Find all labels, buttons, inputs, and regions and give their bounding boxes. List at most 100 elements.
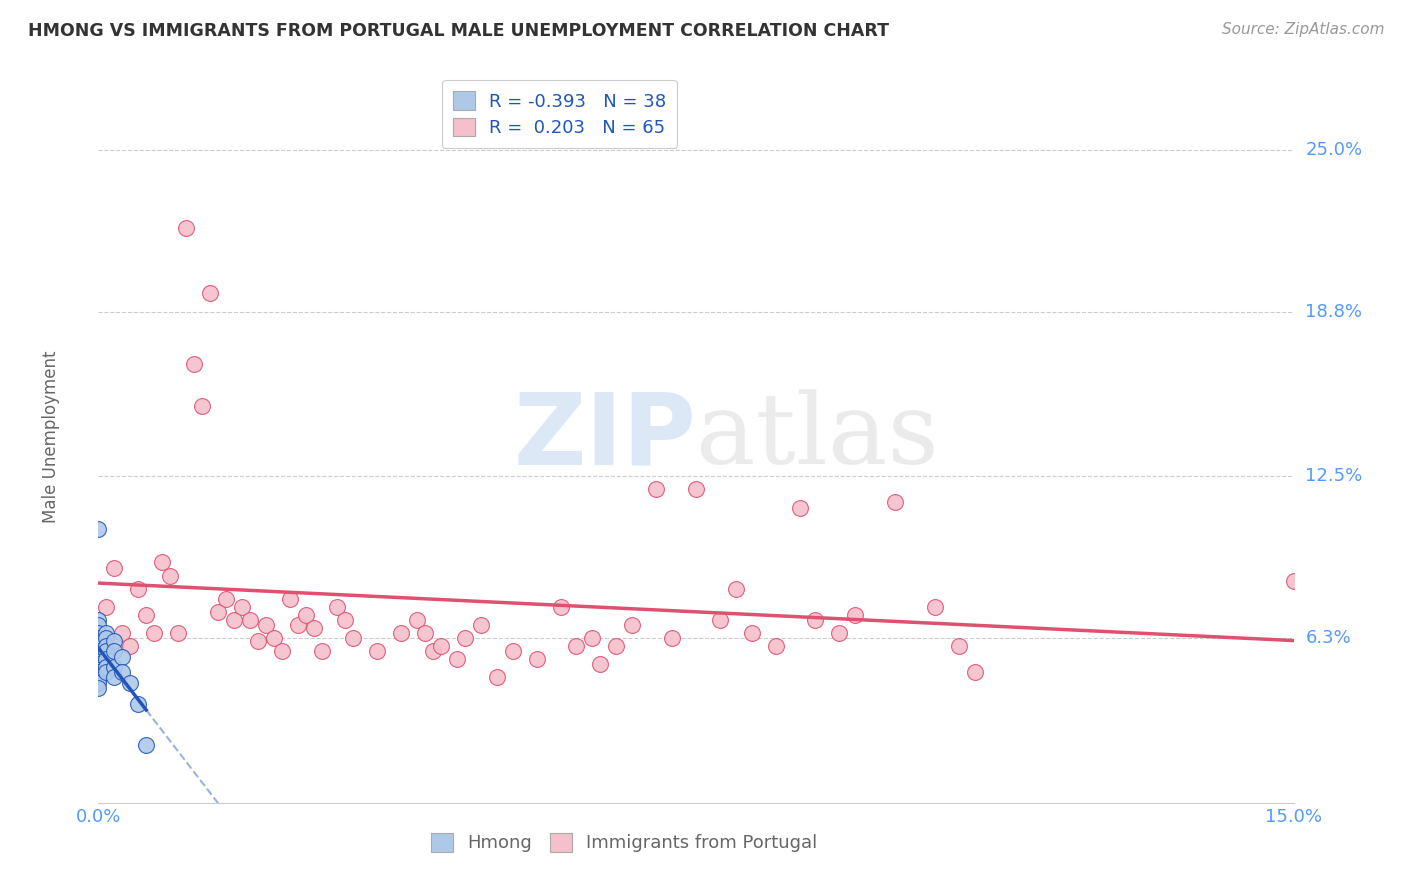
Point [120,675,142,690]
Point [191,399,214,413]
Point [294,607,316,622]
Point [231,599,253,614]
Point [111,626,134,640]
Point [263,632,285,646]
Point [103,633,125,648]
Point [302,621,325,635]
Point [159,568,181,582]
Point [215,592,238,607]
Point [96,626,118,640]
Point [87,655,110,669]
Point [103,660,125,674]
Point [270,644,292,658]
Text: 18.8%: 18.8% [1306,302,1362,321]
Point [103,560,125,574]
Point [96,639,118,653]
Text: HMONG VS IMMIGRANTS FROM PORTUGAL MALE UNEMPLOYMENT CORRELATION CHART: HMONG VS IMMIGRANTS FROM PORTUGAL MALE U… [28,22,889,40]
Point [150,556,173,570]
Point [87,632,110,646]
Point [963,665,986,680]
Point [765,639,787,653]
Point [254,618,277,632]
Text: atlas: atlas [696,389,939,485]
Point [581,632,603,646]
Text: 25.0%: 25.0% [1306,141,1362,159]
Point [470,618,492,632]
Legend: Hmong, Immigrants from Portugal: Hmong, Immigrants from Portugal [423,826,825,860]
Point [87,665,110,680]
Point [135,607,157,622]
Point [87,667,110,681]
Point [326,599,349,614]
Point [87,660,110,674]
Point [96,599,118,614]
Point [430,639,453,653]
Point [844,607,866,622]
Point [87,673,110,687]
Point [924,599,946,614]
Point [948,639,970,653]
Point [342,632,364,646]
Point [87,670,110,684]
Point [454,632,477,646]
Point [87,618,110,632]
Point [87,657,110,672]
Point [685,483,707,497]
Point [422,644,444,658]
Point [96,665,118,680]
Point [87,521,110,535]
Point [565,639,588,653]
Point [87,613,110,627]
Point [87,626,110,640]
Point [222,613,245,627]
Point [103,670,125,684]
Point [87,639,110,653]
Point [198,286,221,301]
Point [87,632,110,646]
Point [741,626,763,640]
Text: 12.5%: 12.5% [1306,467,1362,485]
Point [526,652,548,666]
Point [278,592,301,607]
Point [87,663,110,677]
Point [589,657,612,672]
Point [287,618,309,632]
Point [605,639,627,653]
Text: Source: ZipAtlas.com: Source: ZipAtlas.com [1222,22,1385,37]
Point [127,582,149,596]
Point [111,649,134,664]
Text: 6.3%: 6.3% [1306,629,1351,648]
Point [135,739,157,753]
Point [661,632,683,646]
Point [1282,574,1305,588]
Point [789,500,811,515]
Point [485,670,508,684]
Point [413,626,436,640]
Point [335,613,357,627]
Text: Male Unemployment: Male Unemployment [42,351,59,524]
Point [884,495,907,509]
Point [167,626,190,640]
Point [87,647,110,661]
Point [87,649,110,664]
Point [87,652,110,666]
Point [207,605,229,619]
Text: ZIP: ZIP [513,389,696,485]
Point [804,613,827,627]
Point [709,613,731,627]
Point [87,675,110,690]
Point [174,221,197,235]
Point [87,644,110,658]
Point [96,632,118,646]
Point [120,639,142,653]
Point [246,633,269,648]
Point [127,697,149,711]
Point [621,618,644,632]
Point [239,613,262,627]
Point [96,652,118,666]
Point [96,644,118,658]
Point [111,665,134,680]
Point [96,660,118,674]
Point [828,626,851,640]
Point [311,644,333,658]
